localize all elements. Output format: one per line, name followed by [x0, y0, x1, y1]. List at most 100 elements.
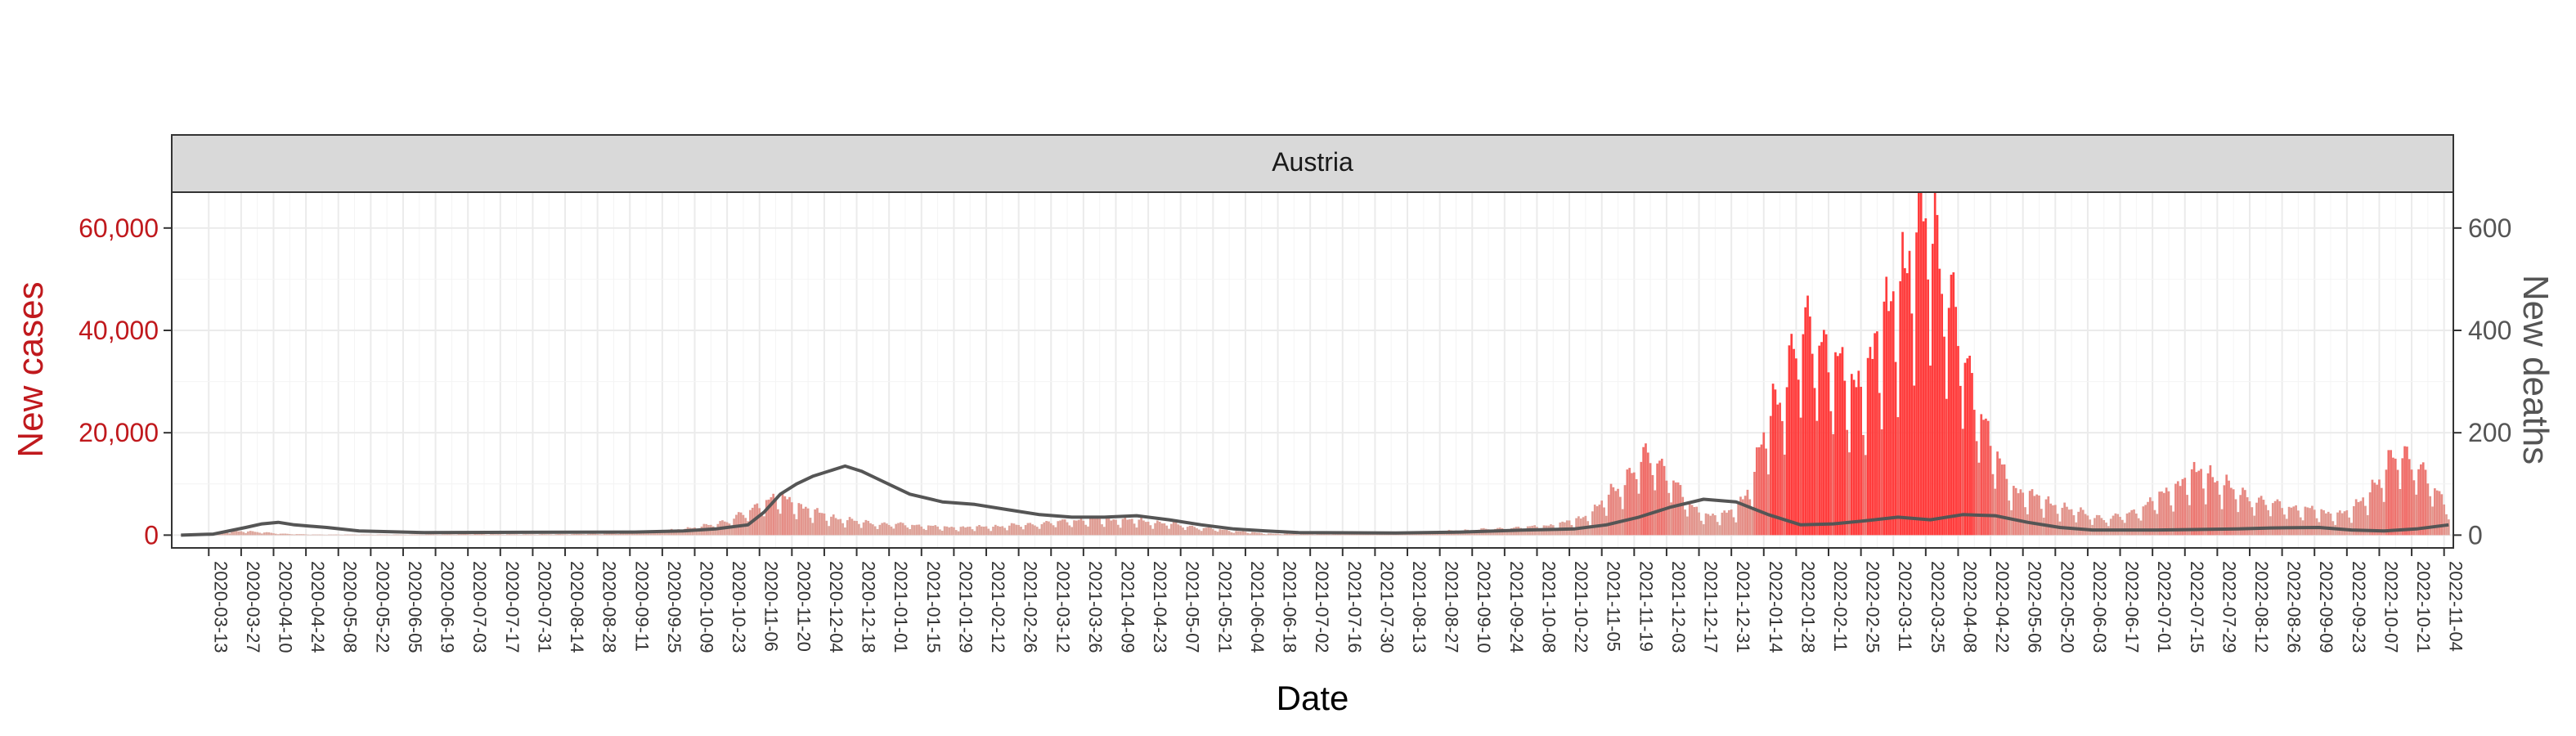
case-bar [251, 531, 254, 536]
case-bar [518, 534, 520, 536]
case-bar [1640, 461, 1643, 536]
case-bar [2206, 473, 2210, 536]
case-bar [1986, 420, 1990, 536]
case-bar [2209, 464, 2212, 536]
case-bar [2354, 499, 2358, 536]
case-bar [1265, 534, 1268, 536]
case-bar [2412, 480, 2416, 536]
case-bar [457, 534, 460, 536]
case-bar [469, 534, 472, 536]
case-bar [1732, 517, 1735, 536]
case-bar [1695, 506, 1699, 536]
case-bar [1980, 414, 1983, 536]
case-bar [918, 524, 921, 536]
case-bar [1506, 530, 1509, 536]
case-bar [267, 532, 271, 536]
case-bar [424, 534, 428, 536]
case-bar [2028, 491, 2031, 536]
case-bar [1149, 525, 1152, 536]
case-bar [1834, 352, 1837, 536]
axis-x: 2020-03-13 2020-03-27 2020-04-10 2020-04-24… [208, 548, 2466, 653]
case-bar [1079, 518, 1083, 536]
case-bar [1836, 356, 1839, 536]
case-bar [1554, 527, 1557, 536]
case-bar [1508, 531, 1510, 536]
case-bar [385, 534, 388, 536]
case-bar [1138, 519, 1141, 536]
case-bar [1904, 267, 1906, 536]
case-bar [284, 533, 286, 536]
case-bar [351, 534, 354, 536]
case-bar [370, 534, 372, 536]
case-bar [2161, 491, 2163, 536]
case-bar [1059, 520, 1061, 536]
case-bar [1651, 474, 1654, 536]
case-bar [1035, 527, 1039, 536]
case-bar [1126, 519, 1129, 536]
case-bar [1048, 521, 1050, 536]
case-bar [491, 534, 495, 536]
case-bar [2148, 497, 2152, 536]
case-bar [328, 534, 330, 536]
case-bar [2421, 462, 2425, 536]
case-bar [1320, 533, 1323, 536]
case-bar [682, 532, 684, 536]
case-bar [353, 534, 356, 536]
case-bar [434, 534, 437, 536]
case-bar [1475, 532, 1479, 536]
case-bar [2052, 505, 2054, 536]
case-bar [1575, 518, 1577, 536]
case-bar [2165, 487, 2168, 536]
case-bar [1899, 280, 1902, 536]
case-bar [1690, 505, 1694, 536]
case-bar [1029, 523, 1032, 536]
case-bar [853, 520, 856, 536]
case-bar [460, 534, 463, 536]
case-bar [1107, 518, 1111, 536]
case-bar [1160, 523, 1164, 536]
x-tick-label: 2021-08-13 [1409, 561, 1429, 653]
x-tick-label: 2020-08-28 [599, 561, 620, 653]
case-bar [1216, 532, 1219, 536]
case-bar [415, 534, 419, 536]
case-bar [816, 508, 819, 536]
case-bar [298, 534, 300, 536]
case-bar [589, 533, 592, 536]
case-bar [915, 524, 918, 536]
case-bar [825, 520, 828, 536]
case-bar [233, 530, 236, 536]
case-bar [1723, 510, 1726, 536]
case-bar [1290, 533, 1293, 536]
case-bar [2026, 514, 2029, 536]
case-bar [1735, 522, 1738, 536]
case-bar [1024, 525, 1027, 536]
case-bar [413, 534, 416, 536]
case-bar [1804, 307, 1807, 536]
case-bar [304, 534, 307, 536]
case-bar [1623, 485, 1627, 536]
case-bar [1066, 522, 1069, 536]
case-bar [585, 534, 587, 536]
case-bar [2080, 507, 2082, 536]
case-bar [293, 534, 296, 536]
case-bar [1642, 447, 1645, 536]
case-bar [2311, 505, 2313, 536]
case-bar [420, 534, 423, 536]
case-bar [1089, 518, 1092, 536]
case-bar [763, 516, 765, 536]
case-bar [2035, 494, 2039, 536]
case-bar [522, 534, 525, 536]
x-tick-label: 2020-10-23 [729, 561, 749, 653]
x-tick-label: 2021-07-16 [1344, 561, 1365, 653]
case-bar [783, 496, 787, 536]
case-bar [2357, 501, 2360, 536]
case-bar [1799, 417, 1802, 536]
case-bar [2063, 502, 2066, 536]
case-bar [1209, 527, 1212, 536]
case-bar [2257, 497, 2260, 536]
y-left-tick-label: 40,000 [79, 316, 159, 345]
case-bar [501, 534, 504, 536]
case-bar [443, 534, 447, 536]
case-bar [586, 533, 590, 536]
